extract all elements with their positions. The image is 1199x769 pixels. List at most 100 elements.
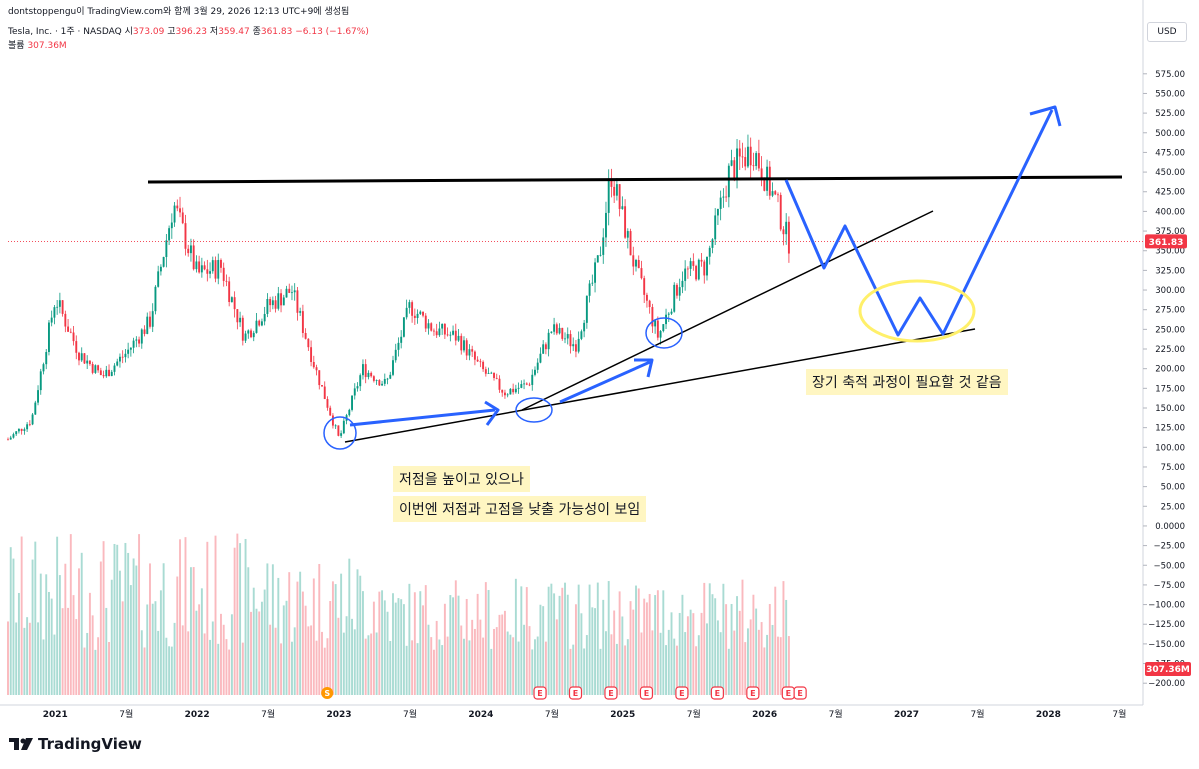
volume-bar: [233, 547, 236, 695]
blue-arrow-1: [349, 408, 496, 427]
volume-bar: [741, 579, 744, 695]
candle-body: [179, 208, 181, 213]
volume-bar: [247, 567, 250, 695]
candle-body: [233, 297, 236, 310]
candle-body: [430, 323, 433, 331]
candle-body: [255, 320, 258, 333]
volume-bar: [83, 647, 86, 695]
volume-bar: [621, 616, 624, 695]
candle-body: [285, 288, 288, 298]
volume-bar: [280, 643, 283, 695]
volume-bar: [536, 636, 539, 695]
candle-body: [168, 228, 171, 241]
volume-bar: [53, 634, 56, 695]
candle-body: [157, 271, 160, 287]
y-tick-label: 275.00: [1155, 306, 1185, 316]
volume-bar: [514, 578, 517, 695]
annotation-note-1[interactable]: 저점을 높이고 있으나: [393, 466, 530, 492]
tradingview-logo[interactable]: TradingView: [8, 735, 142, 753]
candle-body: [416, 313, 419, 318]
projection-path: [784, 109, 1054, 337]
volume-bar: [244, 538, 247, 695]
candle-body: [236, 309, 239, 323]
volume-bar: [424, 585, 427, 695]
resistance-line: [147, 175, 1123, 184]
last-volume-badge: [1145, 662, 1191, 676]
candle-body: [716, 208, 719, 216]
candle-body: [542, 344, 545, 354]
candle-body: [503, 392, 506, 396]
volume-bar: [312, 578, 315, 695]
volume-bar: [97, 637, 100, 695]
candle-body: [28, 424, 31, 426]
candle-body: [553, 324, 556, 332]
candle-body: [572, 344, 575, 347]
candle-body: [733, 160, 736, 180]
currency-button[interactable]: USD: [1147, 22, 1187, 42]
tradingview-logo-icon: [9, 738, 33, 750]
candle-body: [703, 261, 706, 276]
y-tick-label: 400.00: [1155, 207, 1185, 217]
volume-bar: [263, 589, 266, 695]
volume-bar: [189, 567, 192, 695]
y-tick-label: 375.00: [1155, 227, 1185, 237]
volume-bar: [12, 558, 15, 695]
candle-body: [757, 153, 760, 169]
y-tick-label: −200.00: [1148, 679, 1185, 689]
volume-bar: [364, 638, 367, 695]
volume-bar: [673, 638, 676, 695]
candle-body: [626, 231, 629, 238]
volume-bar: [476, 593, 479, 695]
volume-bar: [86, 632, 89, 695]
volume-bar: [28, 622, 31, 695]
volume-bar: [618, 591, 621, 695]
volume-bar: [752, 594, 755, 695]
symbol-label[interactable]: Tesla, Inc. · 1주 · NASDAQ: [8, 27, 122, 37]
volume-bar: [640, 632, 643, 695]
candle-body: [321, 385, 323, 387]
candle-body: [689, 261, 692, 269]
volume-bar: [454, 580, 457, 695]
candle-body: [159, 266, 162, 272]
annotation-note-2[interactable]: 이번엔 저점과 고점을 낮출 가능성이 보임: [393, 496, 647, 522]
candle-body: [315, 367, 318, 371]
candle-body: [471, 349, 474, 352]
volume-bar: [296, 581, 299, 695]
volume-label[interactable]: 볼륨: [8, 41, 25, 51]
volume-bar: [531, 649, 534, 695]
volume-bar: [479, 619, 482, 695]
volume-bar: [645, 602, 648, 695]
candle-body: [722, 196, 725, 198]
candle-body: [577, 338, 580, 352]
volume-bar: [787, 636, 790, 695]
candle-body: [58, 300, 61, 307]
volume-bar: [667, 629, 670, 695]
volume-bar: [20, 536, 23, 695]
candle-body: [162, 257, 165, 267]
candle-body: [777, 194, 779, 196]
volume-bar: [577, 584, 580, 695]
volume-bar: [260, 601, 263, 695]
candle-body: [512, 388, 515, 393]
candle-body: [83, 353, 86, 364]
last-price-label: 361.83: [1149, 238, 1184, 248]
x-tick-label: 2023: [327, 710, 352, 720]
y-tick-label: 425.00: [1155, 188, 1185, 198]
x-tick-label: 2025: [610, 710, 635, 720]
volume-bar: [154, 601, 157, 695]
volume-bar: [318, 563, 321, 695]
volume-bar: [561, 587, 564, 695]
candle-body: [364, 364, 367, 378]
candle-body: [184, 223, 187, 249]
volume-bar: [91, 615, 94, 695]
volume-bar: [725, 604, 728, 695]
candle-body: [151, 311, 154, 327]
volume-bar: [135, 565, 138, 695]
blue-arrow-2: [559, 360, 651, 404]
candle-body: [386, 378, 389, 380]
volume-bar: [375, 632, 378, 695]
annotation-note-3[interactable]: 장기 축적 과정이 필요할 것 같음: [806, 369, 1008, 395]
y-tick-label: 575.00: [1155, 70, 1185, 80]
candle-body: [50, 317, 53, 323]
candle-body: [580, 331, 583, 339]
